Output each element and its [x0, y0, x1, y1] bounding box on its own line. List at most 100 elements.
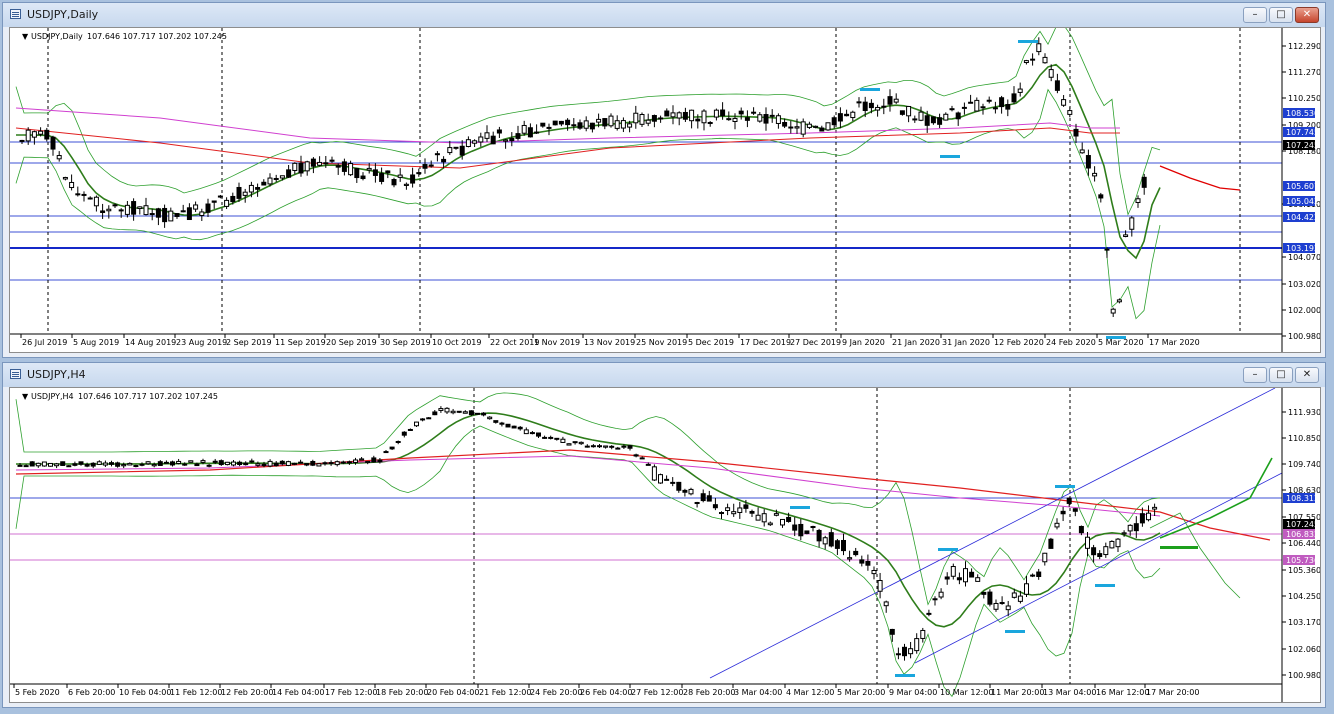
chart-window-h4[interactable]: USDJPY,H4 – □ ✕ ▼ USDJPY,H4 107.646 107.…: [2, 362, 1326, 708]
bollinger-lower-band: [15, 88, 1161, 320]
candle-body: [621, 445, 627, 448]
chart-area[interactable]: ▼ USDJPY,H4 107.646 107.717 107.202 107.…: [9, 387, 1321, 703]
chart-area[interactable]: ▼ USDJPY,Daily 107.646 107.717 107.202 1…: [9, 25, 1321, 353]
candle-body: [782, 122, 788, 127]
candle-body: [700, 493, 706, 502]
candle-body: [199, 211, 205, 216]
candle-body: [875, 106, 881, 111]
candle-body: [456, 410, 462, 413]
minimize-button[interactable]: –: [1243, 7, 1267, 23]
time-tick-label: 25 Nov 2019: [636, 338, 687, 347]
price-tag: [1283, 108, 1315, 118]
candle-body: [695, 118, 701, 122]
candle-body: [118, 209, 124, 212]
candle-body: [1042, 56, 1048, 64]
bollinger-lower-band: [15, 425, 1161, 698]
candle-body: [834, 540, 840, 549]
candle-body: [608, 115, 614, 127]
candle-body: [242, 191, 248, 196]
candle-body: [35, 462, 41, 467]
time-tick-label: 26 Jul 2019: [22, 338, 67, 347]
candle-body: [304, 161, 310, 172]
candle-body: [682, 489, 688, 493]
price-tag-label: 107.245: [1286, 520, 1319, 529]
price-tag-label: 105.736: [1286, 556, 1319, 565]
candle-body: [420, 418, 426, 421]
candle-body: [176, 460, 182, 464]
candle-body: [143, 205, 149, 216]
candle-body: [328, 462, 334, 465]
candle-body: [908, 648, 914, 655]
projection-curve: [1159, 457, 1273, 539]
swing-marker: [938, 548, 958, 551]
candle-body: [515, 133, 521, 139]
candle-body: [465, 139, 471, 148]
candle-body: [279, 460, 285, 465]
candle-body: [558, 120, 564, 125]
price-chart-daily[interactable]: ▼ USDJPY,Daily 107.646 107.717 107.202 1…: [10, 25, 1321, 352]
candle-body: [261, 463, 267, 467]
info-caret[interactable]: ▼: [22, 392, 29, 401]
candle-body: [496, 129, 502, 134]
time-tick-label: 11 Feb 12:00: [170, 688, 222, 697]
maximize-button[interactable]: □: [1269, 7, 1293, 23]
chart-window-daily[interactable]: USDJPY,Daily – □ ✕ ▼ USDJPY,Daily 107.64…: [2, 2, 1326, 358]
candle-body: [481, 412, 487, 416]
candle-body: [389, 446, 395, 450]
candle-body: [248, 184, 254, 193]
candle-body: [1030, 574, 1036, 577]
candle-body: [379, 173, 385, 182]
price-tick-label: 100.980: [1288, 671, 1320, 680]
candle-body: [853, 550, 859, 556]
chart-window-icon: [10, 369, 21, 379]
candle-body: [720, 109, 726, 117]
candle-body: [155, 208, 161, 218]
candle-body: [676, 481, 682, 491]
price-tag: [1283, 529, 1315, 539]
candle-body: [773, 513, 779, 516]
close-button[interactable]: ✕: [1295, 7, 1319, 23]
candle-body: [1123, 234, 1129, 238]
candle-body: [249, 460, 255, 463]
candle-body: [385, 170, 391, 174]
time-tick-label: 18 Feb 20:00: [376, 688, 428, 697]
moving-average-mid-line: [15, 127, 1120, 169]
window-titlebar[interactable]: USDJPY,H4 – □ ✕: [3, 363, 1325, 387]
candle-body: [193, 204, 199, 210]
candle-body: [987, 591, 993, 605]
candle-body: [804, 530, 810, 534]
time-tick-label: 12 Feb 20:00: [221, 688, 273, 697]
price-tick-label: 105.360: [1288, 566, 1320, 575]
candle-body: [218, 460, 224, 466]
chart-window-icon: [10, 9, 21, 19]
candle-body: [906, 105, 912, 117]
candle-body: [255, 463, 261, 466]
candle-body: [1061, 99, 1067, 106]
candle-body: [38, 130, 44, 135]
window-titlebar[interactable]: USDJPY,Daily – □ ✕: [3, 3, 1325, 27]
close-button[interactable]: ✕: [1295, 367, 1319, 383]
candle-body: [743, 504, 749, 509]
candle-body: [231, 461, 236, 466]
price-tag: [1283, 519, 1315, 529]
candle-body: [180, 210, 186, 213]
candle-body: [162, 207, 168, 223]
candle-body: [484, 132, 490, 139]
maximize-button[interactable]: □: [1269, 367, 1293, 383]
candle-body: [658, 474, 663, 484]
candle-body: [346, 461, 352, 464]
candle-body: [102, 462, 108, 466]
candle-body: [1110, 308, 1116, 314]
candle-body: [645, 463, 651, 466]
candle-body: [620, 120, 626, 129]
candle-body: [1079, 149, 1085, 154]
price-chart-h4[interactable]: ▼ USDJPY,H4 107.646 107.717 107.202 107.…: [10, 387, 1321, 702]
minimize-button[interactable]: –: [1243, 367, 1267, 383]
candle-body: [813, 125, 819, 128]
candle-body: [731, 511, 737, 515]
candle-body: [719, 512, 724, 515]
price-tag: [1283, 196, 1315, 206]
candle-body: [596, 118, 602, 123]
info-caret[interactable]: ▼: [22, 32, 29, 41]
price-tick-label: 108.180: [1288, 147, 1320, 156]
